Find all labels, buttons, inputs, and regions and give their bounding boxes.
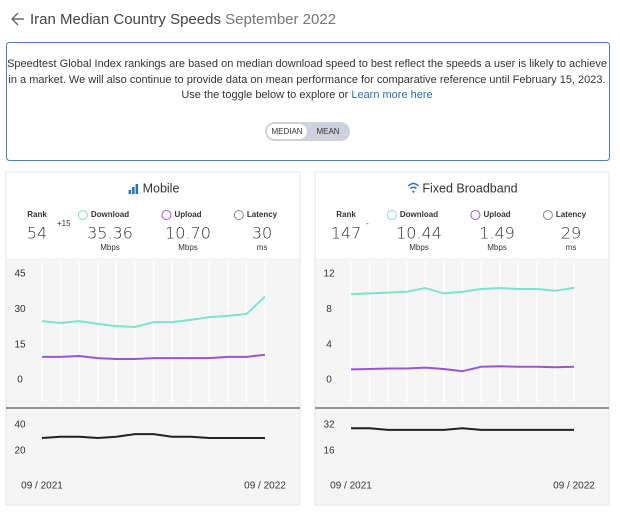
series-line (350, 286, 575, 296)
y-tick-label: 20 (14, 446, 26, 457)
back-arrow[interactable] (11, 12, 24, 26)
series-line (42, 353, 266, 360)
notice-line: Speedtest Global Index rankings are base… (7, 58, 607, 70)
toggle-median[interactable]: MEDIAN (271, 127, 302, 136)
stat-label: Download (400, 210, 438, 219)
x-tick-label: 09 / 2021 (330, 481, 372, 492)
stat-value: 30 (252, 224, 272, 243)
stat-value: 35.36 (87, 224, 133, 243)
notice-text: Use the toggle below to explore or (181, 89, 348, 101)
stat-label: Rank (27, 210, 47, 219)
stat-unit: Mbps (487, 243, 507, 252)
stat-value: 10.44 (396, 224, 442, 243)
stat-unit: Mbps (178, 243, 198, 252)
stat-icon (386, 210, 397, 220)
stat-value: 29 (561, 224, 581, 243)
series-line (350, 365, 575, 373)
y-tick-label: 12 (323, 269, 335, 280)
stat-icon (542, 210, 553, 220)
stat-label: Rank (336, 210, 356, 219)
rank-change: - (366, 219, 369, 228)
y-tick-label: 0 (17, 375, 23, 386)
stat-unit: Mbps (100, 243, 120, 252)
x-tick-label: 09 / 2021 (21, 481, 63, 492)
stat-value: 147 (331, 224, 362, 243)
stat-unit: ms (257, 243, 268, 252)
mobile-icon (132, 187, 135, 194)
page-title: Iran Median Country Speeds September 202… (30, 11, 336, 28)
y-tick-label: 15 (14, 339, 26, 350)
series-line (41, 295, 266, 328)
stat-icon (161, 210, 172, 220)
stat-value: 54 (27, 224, 47, 243)
toggle-mean[interactable]: MEAN (316, 127, 339, 136)
y-tick-label: 32 (323, 420, 335, 431)
stat-icon (77, 210, 88, 220)
x-tick-label: 09 / 2022 (244, 481, 286, 492)
stat-label: Download (91, 210, 129, 219)
stat-unit: Mbps (409, 243, 429, 252)
mobile-icon (135, 184, 139, 194)
y-tick-label: 40 (14, 420, 26, 431)
stat-label: Upload (483, 210, 510, 219)
stat-value: 1.49 (479, 224, 515, 243)
panel-title: Fixed Broadband (422, 181, 517, 195)
notice-box (6, 42, 610, 161)
y-tick-label: 0 (326, 375, 332, 386)
stat-icon (233, 210, 244, 220)
wifi-icon (407, 182, 419, 194)
stat-value: 10.70 (165, 224, 211, 243)
stat-label: Latency (247, 210, 278, 219)
y-tick-label: 16 (323, 446, 335, 457)
stat-label: Upload (174, 210, 201, 219)
notice-line: Use the toggle below to explore or Learn… (181, 89, 432, 101)
mobile-icon (128, 190, 132, 194)
toggle-active (267, 124, 307, 139)
x-tick-label: 09 / 2022 (553, 481, 595, 492)
y-tick-label: 8 (326, 304, 332, 315)
stat-icon (470, 210, 481, 220)
learn-more-link[interactable]: Learn more here (351, 89, 432, 101)
date: September 2022 (225, 11, 336, 28)
series-line (41, 433, 265, 439)
y-tick-label: 4 (326, 339, 332, 350)
panel-title: Mobile (143, 181, 180, 195)
rank-change: +15 (57, 219, 71, 228)
notice-line: in a market. We will also continue to pr… (8, 74, 605, 86)
series-line (351, 427, 574, 431)
stat-label: Latency (556, 210, 587, 219)
title: Iran Median Country Speeds (30, 11, 221, 28)
y-tick-label: 30 (14, 304, 26, 315)
y-tick-label: 45 (14, 269, 26, 280)
stat-unit: ms (566, 243, 577, 252)
